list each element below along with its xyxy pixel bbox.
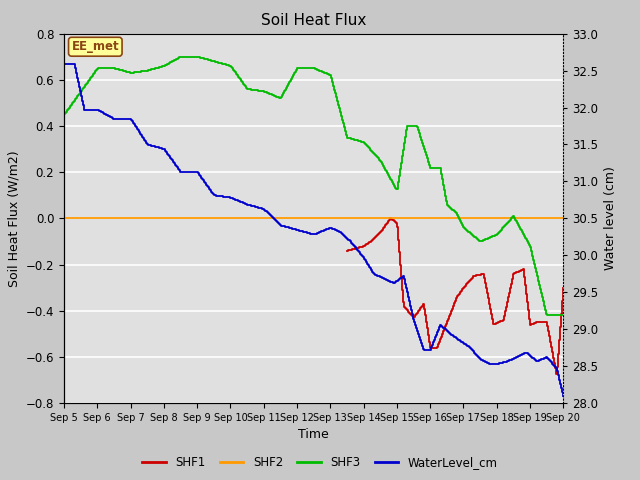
SHF1 (547, 344, 555, 350)
WaterLevel_cm (60, 61, 68, 67)
Y-axis label: Water level (cm): Water level (cm) (604, 167, 617, 270)
WaterLevel_cm (559, 394, 567, 399)
Title: Soil Heat Flux: Soil Heat Flux (261, 13, 366, 28)
SHF3 (177, 54, 185, 60)
WaterLevel_cm (469, 348, 477, 354)
WaterLevel_cm (297, 228, 305, 234)
SHF3 (358, 139, 366, 144)
SHF3 (301, 65, 309, 71)
WaterLevel_cm (330, 227, 338, 232)
SHF3 (60, 111, 68, 117)
SHF3 (549, 312, 557, 318)
Line: WaterLevel_cm: WaterLevel_cm (64, 64, 563, 396)
SHF2 (300, 216, 308, 221)
SHF3 (543, 312, 551, 318)
SHF2 (357, 216, 365, 221)
Legend: SHF1, SHF2, SHF3, WaterLevel_cm: SHF1, SHF2, SHF3, WaterLevel_cm (138, 452, 502, 474)
Y-axis label: Soil Heat Flux (W/m2): Soil Heat Flux (W/m2) (7, 150, 20, 287)
SHF2 (330, 216, 338, 221)
SHF1 (469, 274, 477, 279)
SHF3 (332, 91, 339, 96)
WaterLevel_cm (547, 360, 555, 365)
SHF2 (547, 216, 555, 221)
WaterLevel_cm (300, 229, 308, 235)
SHF3 (559, 312, 567, 318)
SHF2 (559, 216, 567, 221)
X-axis label: Time: Time (298, 429, 329, 442)
SHF2 (469, 216, 477, 221)
Text: EE_met: EE_met (72, 40, 119, 53)
Line: SHF1: SHF1 (347, 218, 563, 373)
WaterLevel_cm (357, 252, 365, 258)
Line: SHF3: SHF3 (64, 57, 563, 315)
SHF1 (357, 244, 365, 250)
SHF2 (60, 216, 68, 221)
SHF2 (297, 216, 305, 221)
SHF3 (470, 234, 478, 240)
SHF3 (298, 65, 306, 71)
SHF1 (559, 285, 567, 290)
